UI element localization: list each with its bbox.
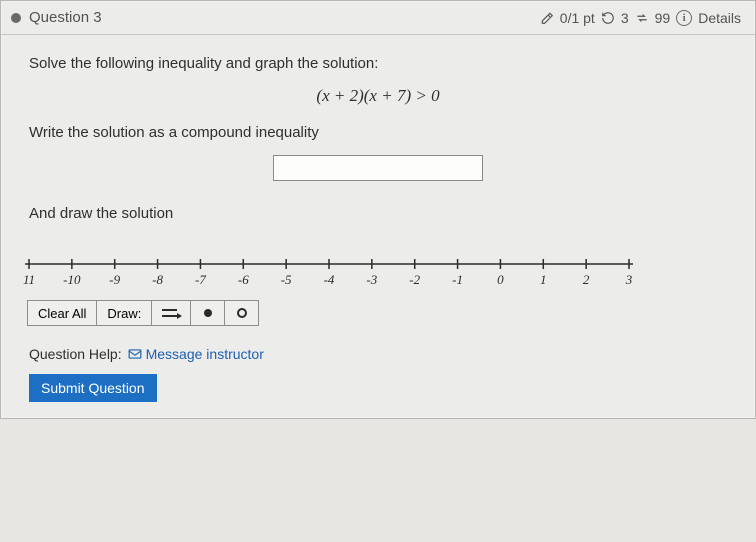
message-instructor-link[interactable]: Message instructor — [128, 346, 264, 362]
svg-text:11: 11 — [23, 272, 35, 287]
question-header: Question 3 0/1 pt 3 99 i Detail — [1, 1, 755, 35]
attempts-icon[interactable] — [635, 11, 649, 25]
header-right: 0/1 pt 3 99 i Details — [540, 10, 741, 26]
number-line-svg[interactable]: 11-10-9-8-7-6-5-4-3-2-10123 — [19, 252, 639, 292]
svg-text:2: 2 — [583, 272, 590, 287]
svg-text:-3: -3 — [366, 272, 377, 287]
draw-open-point-button[interactable] — [225, 300, 259, 326]
draw-closed-point-button[interactable] — [191, 300, 225, 326]
svg-text:-2: -2 — [409, 272, 420, 287]
draw-label-button[interactable]: Draw: — [97, 300, 152, 326]
retry-icon[interactable] — [601, 11, 615, 25]
draw-ray-button[interactable] — [152, 300, 191, 326]
clear-all-button[interactable]: Clear All — [27, 300, 97, 326]
compound-inequality-input[interactable] — [273, 155, 483, 181]
svg-text:-1: -1 — [452, 272, 463, 287]
message-instructor-text: Message instructor — [146, 346, 264, 362]
prompt-text-3: And draw the solution — [29, 205, 727, 222]
answer-row — [29, 155, 727, 181]
mail-icon — [128, 348, 142, 360]
score-text: 0/1 pt — [560, 10, 595, 26]
question-card: Question 3 0/1 pt 3 99 i Detail — [0, 0, 756, 419]
svg-text:3: 3 — [625, 272, 633, 287]
svg-text:-9: -9 — [109, 272, 120, 287]
question-number: Question 3 — [29, 9, 102, 26]
question-help-row: Question Help: Message instructor — [29, 346, 727, 362]
svg-text:-8: -8 — [152, 272, 163, 287]
svg-text:-7: -7 — [195, 272, 206, 287]
number-line[interactable]: 11-10-9-8-7-6-5-4-3-2-10123 — [19, 252, 639, 292]
retry-count: 3 — [621, 10, 629, 26]
help-label: Question Help: — [29, 346, 122, 362]
ray-icon — [160, 306, 182, 320]
edit-icon[interactable] — [540, 11, 554, 25]
svg-text:-10: -10 — [63, 272, 81, 287]
info-icon[interactable]: i — [676, 10, 692, 26]
svg-text:1: 1 — [540, 272, 547, 287]
status-dot-icon — [11, 13, 21, 23]
svg-text:-6: -6 — [238, 272, 249, 287]
details-link[interactable]: Details — [698, 10, 741, 26]
question-body: Solve the following inequality and graph… — [1, 35, 755, 418]
prompt-text-2: Write the solution as a compound inequal… — [29, 124, 727, 141]
svg-text:-5: -5 — [281, 272, 292, 287]
attempts-left: 99 — [655, 10, 671, 26]
closed-point-icon — [202, 307, 214, 319]
header-left: Question 3 — [11, 9, 102, 26]
svg-text:0: 0 — [497, 272, 504, 287]
submit-question-button[interactable]: Submit Question — [29, 374, 157, 402]
svg-text:-4: -4 — [324, 272, 335, 287]
prompt-text-1: Solve the following inequality and graph… — [29, 55, 727, 72]
open-point-icon — [236, 307, 248, 319]
inequality-expression: (x + 2)(x + 7) > 0 — [29, 86, 727, 106]
draw-toolbar: Clear All Draw: — [27, 300, 727, 326]
